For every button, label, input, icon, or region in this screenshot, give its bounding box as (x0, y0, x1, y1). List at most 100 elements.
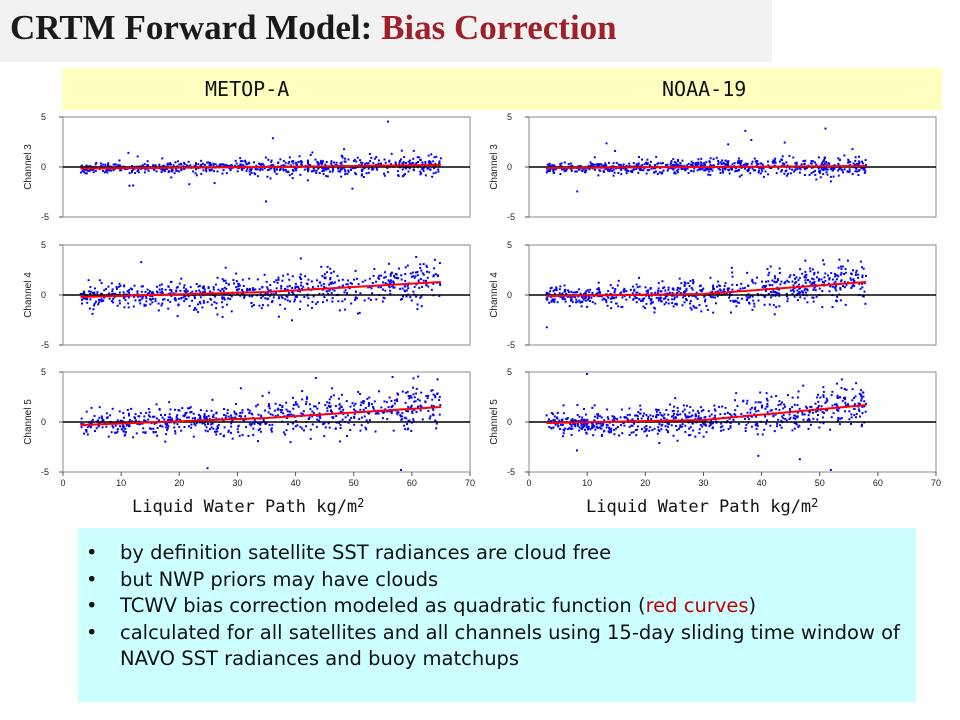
data-point (820, 167, 823, 170)
data-point (425, 270, 428, 273)
data-point (143, 419, 146, 422)
data-point (112, 169, 115, 172)
data-point (839, 273, 842, 276)
data-point (267, 411, 270, 414)
data-point (696, 161, 699, 164)
data-point (388, 396, 391, 399)
data-point (321, 275, 324, 278)
data-point (317, 419, 320, 422)
data-point (222, 413, 225, 416)
data-point (819, 176, 822, 179)
data-point (676, 429, 679, 432)
data-point (105, 287, 108, 290)
data-point (393, 274, 396, 277)
data-point (576, 449, 579, 452)
data-point (170, 290, 173, 293)
data-point (307, 297, 310, 300)
data-point (730, 414, 733, 417)
data-point (552, 299, 555, 302)
data-point (831, 285, 834, 288)
y-tick-label: -5 (41, 212, 49, 222)
data-point (102, 299, 105, 302)
y-tick-label: 0 (41, 417, 46, 427)
data-point (807, 414, 810, 417)
data-point (205, 426, 208, 429)
data-point (784, 280, 787, 283)
data-point (794, 169, 797, 172)
data-point (748, 167, 751, 170)
data-point (712, 284, 715, 287)
data-point (437, 170, 440, 173)
data-point (401, 168, 404, 171)
data-point (197, 163, 200, 166)
data-point (835, 382, 838, 385)
data-point (684, 413, 687, 416)
data-point (822, 259, 825, 262)
data-point (390, 412, 393, 415)
data-point (641, 298, 644, 301)
data-point (323, 296, 326, 299)
data-point (227, 430, 230, 433)
data-point (307, 278, 310, 281)
data-point (671, 410, 674, 413)
data-point (401, 287, 404, 290)
data-point (655, 296, 658, 299)
data-point (552, 169, 555, 172)
data-point (200, 163, 203, 166)
data-point (772, 288, 775, 291)
data-point (222, 296, 225, 299)
data-point (212, 286, 215, 289)
data-point (633, 288, 636, 291)
data-point (294, 295, 297, 298)
data-point (635, 283, 638, 286)
data-point (214, 295, 217, 298)
data-point (783, 141, 786, 144)
data-point (166, 163, 169, 166)
data-point (754, 423, 757, 426)
data-point (631, 418, 634, 421)
data-point (412, 386, 415, 389)
data-point (311, 285, 314, 288)
data-point (405, 423, 408, 426)
data-point (272, 296, 275, 299)
data-point (729, 311, 732, 314)
data-point (375, 167, 378, 170)
data-point (684, 282, 687, 285)
data-point (695, 296, 698, 299)
data-point (118, 302, 121, 305)
data-point (744, 129, 747, 132)
data-point (550, 286, 553, 289)
data-point (204, 423, 207, 426)
data-point (238, 434, 241, 437)
data-point (646, 158, 649, 161)
data-point (794, 418, 797, 421)
data-point (743, 417, 746, 420)
data-point (112, 301, 115, 304)
data-point (766, 399, 769, 402)
data-point (119, 419, 122, 422)
x-tick-label: 30 (698, 478, 708, 488)
data-point (863, 400, 866, 403)
data-point (404, 167, 407, 170)
data-point (202, 286, 205, 289)
data-point (92, 171, 95, 174)
data-point (817, 170, 820, 173)
data-point (260, 297, 263, 300)
data-point (320, 265, 323, 268)
data-point (728, 292, 731, 295)
data-point (173, 298, 176, 301)
data-point (405, 391, 408, 394)
data-point (685, 299, 688, 302)
data-point (596, 413, 599, 416)
data-point (728, 172, 731, 175)
data-point (89, 168, 92, 171)
data-point (825, 168, 828, 171)
data-point (375, 298, 378, 301)
data-point (740, 174, 743, 177)
data-point (589, 161, 592, 164)
data-point (656, 162, 659, 165)
data-point (565, 417, 568, 420)
data-point (295, 167, 298, 170)
data-point (623, 290, 626, 293)
